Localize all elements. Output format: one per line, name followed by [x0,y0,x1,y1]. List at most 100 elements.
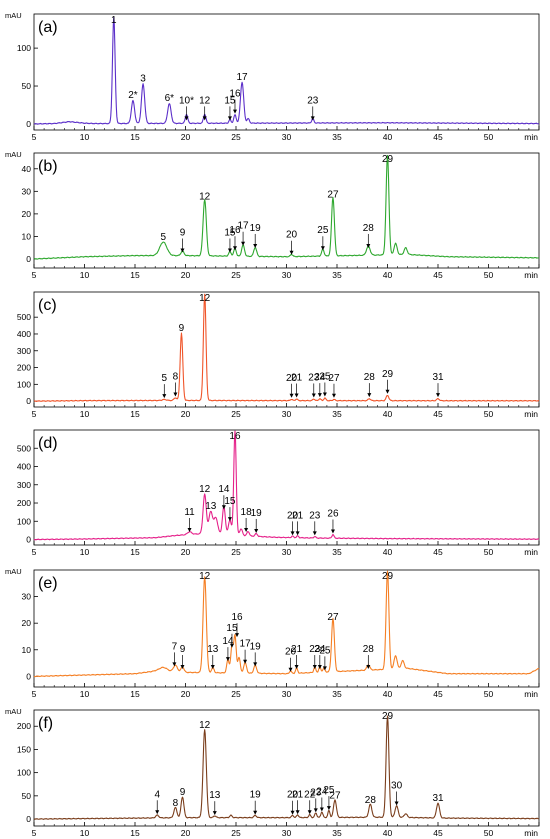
x-tick-label: 15 [130,547,140,557]
peak-label: 25 [319,371,331,382]
x-tick-label: 20 [181,689,191,699]
y-tick-label: 500 [17,312,31,322]
peak-label: 6* [165,93,175,104]
y-tick-label: 100 [17,43,31,53]
panel-3: 5 10 15 20 25 30 35 40 45 50 min 0 100 200 300 400 500 (d… [17,429,540,557]
peak-arrow-head [319,807,324,812]
peak-label: 9 [180,227,186,238]
x-axis-label: min [524,689,538,699]
peak-arrow-head [155,810,160,815]
peak-arrow-head [244,528,249,533]
peak-arrow-head [330,529,335,534]
y-tick-label: 400 [17,462,31,472]
x-tick-label: 50 [484,547,494,557]
peak-label: 25 [319,645,331,656]
peak-label: 10* [179,95,194,106]
peak-label: 25 [323,785,335,796]
plot-frame [33,429,540,546]
peak-arrow-head [241,241,246,246]
peak-label: 27 [327,612,339,623]
x-tick-label: 30 [282,828,292,838]
peak-label: 24 [314,644,326,655]
peak-label: 29 [382,711,394,722]
x-tick-label: 50 [484,270,494,280]
x-tick-label: 45 [433,689,443,699]
peak-arrow-head [235,633,240,638]
x-tick-label: 35 [332,689,342,699]
peak-arrow-head [312,665,317,670]
peak-label: 16 [231,612,243,623]
y-tick-label: 200 [17,721,31,731]
x-axis-label: min [524,409,538,419]
peak-label: 29 [382,154,394,165]
y-tick-label: 30 [22,186,32,196]
peak-label: 17 [240,639,252,650]
y-axis-label: mAU [5,707,22,716]
plot-frame [33,569,540,688]
y-axis-label: mAU [5,567,22,576]
peak-label: 19 [251,508,263,519]
y-tick-label: 100 [17,768,31,778]
x-tick-label: 15 [130,270,140,280]
peak-label: 16 [229,225,241,236]
y-tick-label: 0 [26,814,31,824]
x-tick-label: 40 [383,132,393,142]
x-tick-label: 45 [433,270,443,280]
x-tick-label: 40 [383,689,393,699]
peak-arrow-head [225,657,230,662]
peak-arrow-head [322,666,327,671]
y-tick-label: 0 [26,396,31,406]
peak-label: 18 [241,507,253,518]
peak-label: 24 [314,372,326,383]
y-tick-label: 20 [22,618,32,628]
peak-label: 20 [285,647,297,658]
peak-label: 23 [310,787,322,798]
peak-arrow-head [227,116,232,121]
x-tick-label: 30 [282,132,292,142]
peak-label: 14 [218,484,230,495]
x-axis-label: min [524,270,538,280]
y-axis-label: mAU [5,11,22,20]
peak-arrow-head [295,531,300,536]
peak-label: 20 [286,373,298,384]
x-tick-label: 35 [332,270,342,280]
peak-arrow-head [288,667,293,672]
peak-label: 25 [317,225,329,236]
peak-label: 28 [365,795,377,806]
x-tick-label: 40 [383,828,393,838]
y-tick-label: 50 [22,791,32,801]
peak-label: 11 [184,507,195,518]
peak-label: 3 [140,74,146,85]
x-tick-label: 20 [181,409,191,419]
peak-arrow-head [221,505,226,510]
trace-line [33,154,540,260]
x-tick-label: 30 [282,409,292,419]
y-tick-label: 300 [17,346,31,356]
peak-arrow-head [311,393,316,398]
peak-label: 29 [382,369,394,380]
trace-line [33,715,540,820]
y-axis-label: mAU [5,150,22,159]
x-tick-label: 25 [231,270,241,280]
x-tick-label: 5 [32,409,37,419]
peak-label: 23 [309,644,321,655]
plot-frame [33,13,540,131]
peak-label: 20 [286,230,298,241]
peak-label: 31 [432,793,444,804]
peak-label: 16 [229,89,241,100]
peak-arrow-head [253,243,258,248]
panel-label: (c) [38,297,57,314]
peak-label: 2* [128,90,138,101]
peak-arrow-head [162,394,167,399]
peak-label: 8 [173,798,179,809]
trace-line [33,293,540,402]
peak-arrow-head [184,116,189,121]
peak-arrow-head [172,662,177,667]
peak-label: 12 [199,720,211,731]
peak-arrow-head [294,393,299,398]
peak-arrow-head [187,528,192,533]
trace-line [33,16,540,125]
peak-label: 15 [224,95,236,106]
y-tick-label: 30 [22,592,32,602]
